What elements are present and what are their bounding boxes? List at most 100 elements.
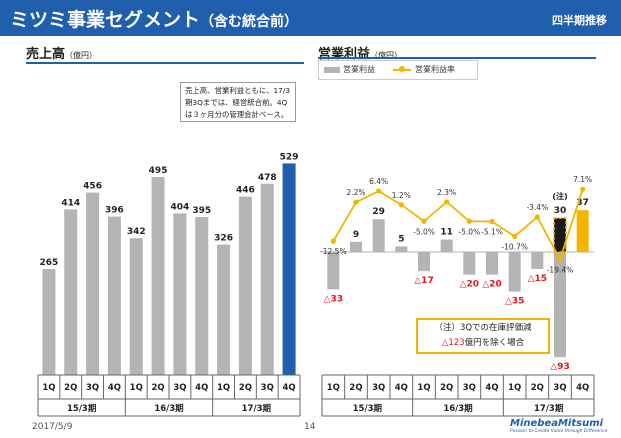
sales-value-label-3: 456 [83, 182, 102, 192]
profit-bar-12 [576, 210, 589, 252]
margin-label-1: -12.5% [320, 247, 347, 256]
profit-legend: 営業利益 営業利益率 [318, 60, 478, 80]
profit-value-label-8: △20 [482, 280, 501, 290]
margin-label-10: -3.4% [526, 203, 548, 212]
profit-bar-10 [531, 252, 544, 269]
sales-value-label-11: 478 [258, 173, 277, 183]
sales-bar-3 [86, 192, 100, 375]
margin-point-9 [512, 233, 518, 239]
sales-tick-label-5: 1Q [130, 383, 143, 393]
legend-bar-swatch [324, 67, 340, 73]
sales-bar-10 [238, 196, 252, 375]
profit-bar-9 [508, 252, 521, 292]
margin-point-5 [421, 218, 427, 224]
sales-group-label-1: 15/3期 [67, 403, 97, 414]
profit-tick-label-5: 1Q [417, 383, 430, 393]
profit-tick-label-12: 4Q [576, 383, 589, 393]
sales-bar-8 [195, 217, 209, 375]
sales-tick-label-9: 1Q [217, 383, 230, 393]
sales-bar-12 [282, 163, 296, 375]
sales-value-label-1: 265 [40, 258, 59, 268]
sales-note: 売上高、営業利益ともに、17/3期3Qまでは、経営統合前。4Qは３ヶ月分の管理会… [180, 82, 296, 122]
sales-bar-6 [151, 177, 165, 375]
profit-value-label-9: △35 [505, 297, 524, 307]
profit-value-label-2: 9 [353, 230, 359, 240]
profit-bar-6 [440, 239, 453, 252]
sales-group-label-2: 16/3期 [154, 403, 184, 414]
sales-bar-11 [260, 183, 274, 375]
margin-point-11 [557, 256, 563, 263]
inventory-note-line2: △123億円を除く場合 [441, 338, 525, 348]
margin-point-10 [534, 214, 540, 220]
margin-point-3 [376, 188, 382, 194]
margin-label-2: 2.2% [346, 188, 365, 197]
sales-tick-label-2: 2Q [64, 383, 77, 393]
profit-bar-5 [418, 252, 430, 272]
sales-value-label-12: 529 [280, 152, 299, 162]
period-label: 四半期推移 [552, 14, 607, 27]
sales-title: 売上高（億円） [26, 47, 98, 62]
sales-tick-label-10: 2Q [239, 383, 252, 393]
profit-value-label-7: △20 [460, 280, 479, 290]
margin-point-12 [580, 186, 586, 192]
legend-line-marker [399, 66, 405, 72]
profit-bar-11 [554, 252, 566, 358]
margin-point-1 [330, 238, 336, 244]
profit-value-label-12: 37 [576, 198, 589, 208]
profit-bar-1 [327, 252, 340, 290]
profit-bar-3 [372, 219, 385, 252]
profit-value-label-11: △93 [550, 362, 569, 372]
profit-tick-label-6: 2Q [440, 383, 453, 393]
margin-point-7 [466, 218, 472, 224]
margin-label-7: -5.0% [458, 227, 480, 236]
sales-bar-2 [64, 209, 78, 375]
sales-value-label-2: 414 [61, 198, 80, 208]
page-number: 14 [304, 422, 316, 432]
profit-value-label-4: 5 [398, 234, 404, 244]
inventory-note-line1: （注）3Qでの在庫評価減 [434, 323, 532, 333]
sales-bar-7 [173, 213, 187, 375]
profit-group-label-1: 15/3期 [353, 403, 383, 414]
margin-line [332, 188, 584, 262]
margin-point-4 [398, 202, 404, 208]
profit-value-label-6: 11 [440, 228, 453, 238]
sales-bar-1 [42, 269, 56, 375]
footer-date: 2017/5/9 [32, 422, 73, 432]
legend-bar-label: 営業利益 [343, 65, 375, 74]
margin-point-8 [489, 218, 495, 225]
profit-adjusted-label: 30 [554, 206, 567, 216]
sales-tick-label-7: 3Q [173, 383, 186, 393]
profit-title-rule [318, 57, 596, 59]
profit-value-label-3: 29 [372, 207, 385, 217]
sales-bar-4 [107, 216, 121, 375]
profit-adjusted-bar-outline [553, 217, 567, 253]
profit-tick-label-7: 3Q [463, 383, 476, 393]
margin-label-3: 6.4% [369, 177, 388, 186]
page-title: ミツミ事業セグメント（含む統合前） [10, 9, 299, 31]
sales-tick-label-3: 3Q [86, 383, 99, 393]
company-logo: MinebeaMitsumi Passion to Create Value t… [510, 418, 610, 434]
margin-label-4: 1.2% [392, 191, 411, 200]
profit-note-marker: (注) [552, 191, 567, 201]
sales-value-label-10: 446 [236, 186, 255, 196]
inventory-note: （注）3Qでの在庫評価減 △123億円を除く場合 [416, 318, 550, 354]
margin-label-6: 2.3% [437, 188, 456, 197]
profit-tick-label-8: 4Q [485, 383, 498, 393]
profit-tick-label-4: 4Q [395, 383, 408, 393]
sales-tick-label-4: 4Q [108, 383, 121, 393]
profit-tick-label-3: 3Q [372, 383, 385, 393]
margin-point-6 [444, 199, 450, 205]
sales-value-label-4: 396 [105, 206, 124, 216]
profit-bar-8 [486, 252, 498, 275]
profit-tick-label-2: 2Q [349, 383, 362, 393]
profit-value-label-5: △17 [414, 276, 433, 286]
legend-line-label: 営業利益率 [415, 65, 455, 74]
sales-tick-label-12: 4Q [283, 383, 296, 393]
profit-bar-2 [350, 241, 362, 252]
margin-label-11: -19.4% [547, 265, 574, 274]
sales-bar-5 [129, 238, 143, 375]
sales-value-label-9: 326 [214, 234, 233, 244]
profit-tick-label-1: 1Q [327, 383, 340, 393]
margin-label-9: -10.7% [501, 242, 528, 251]
